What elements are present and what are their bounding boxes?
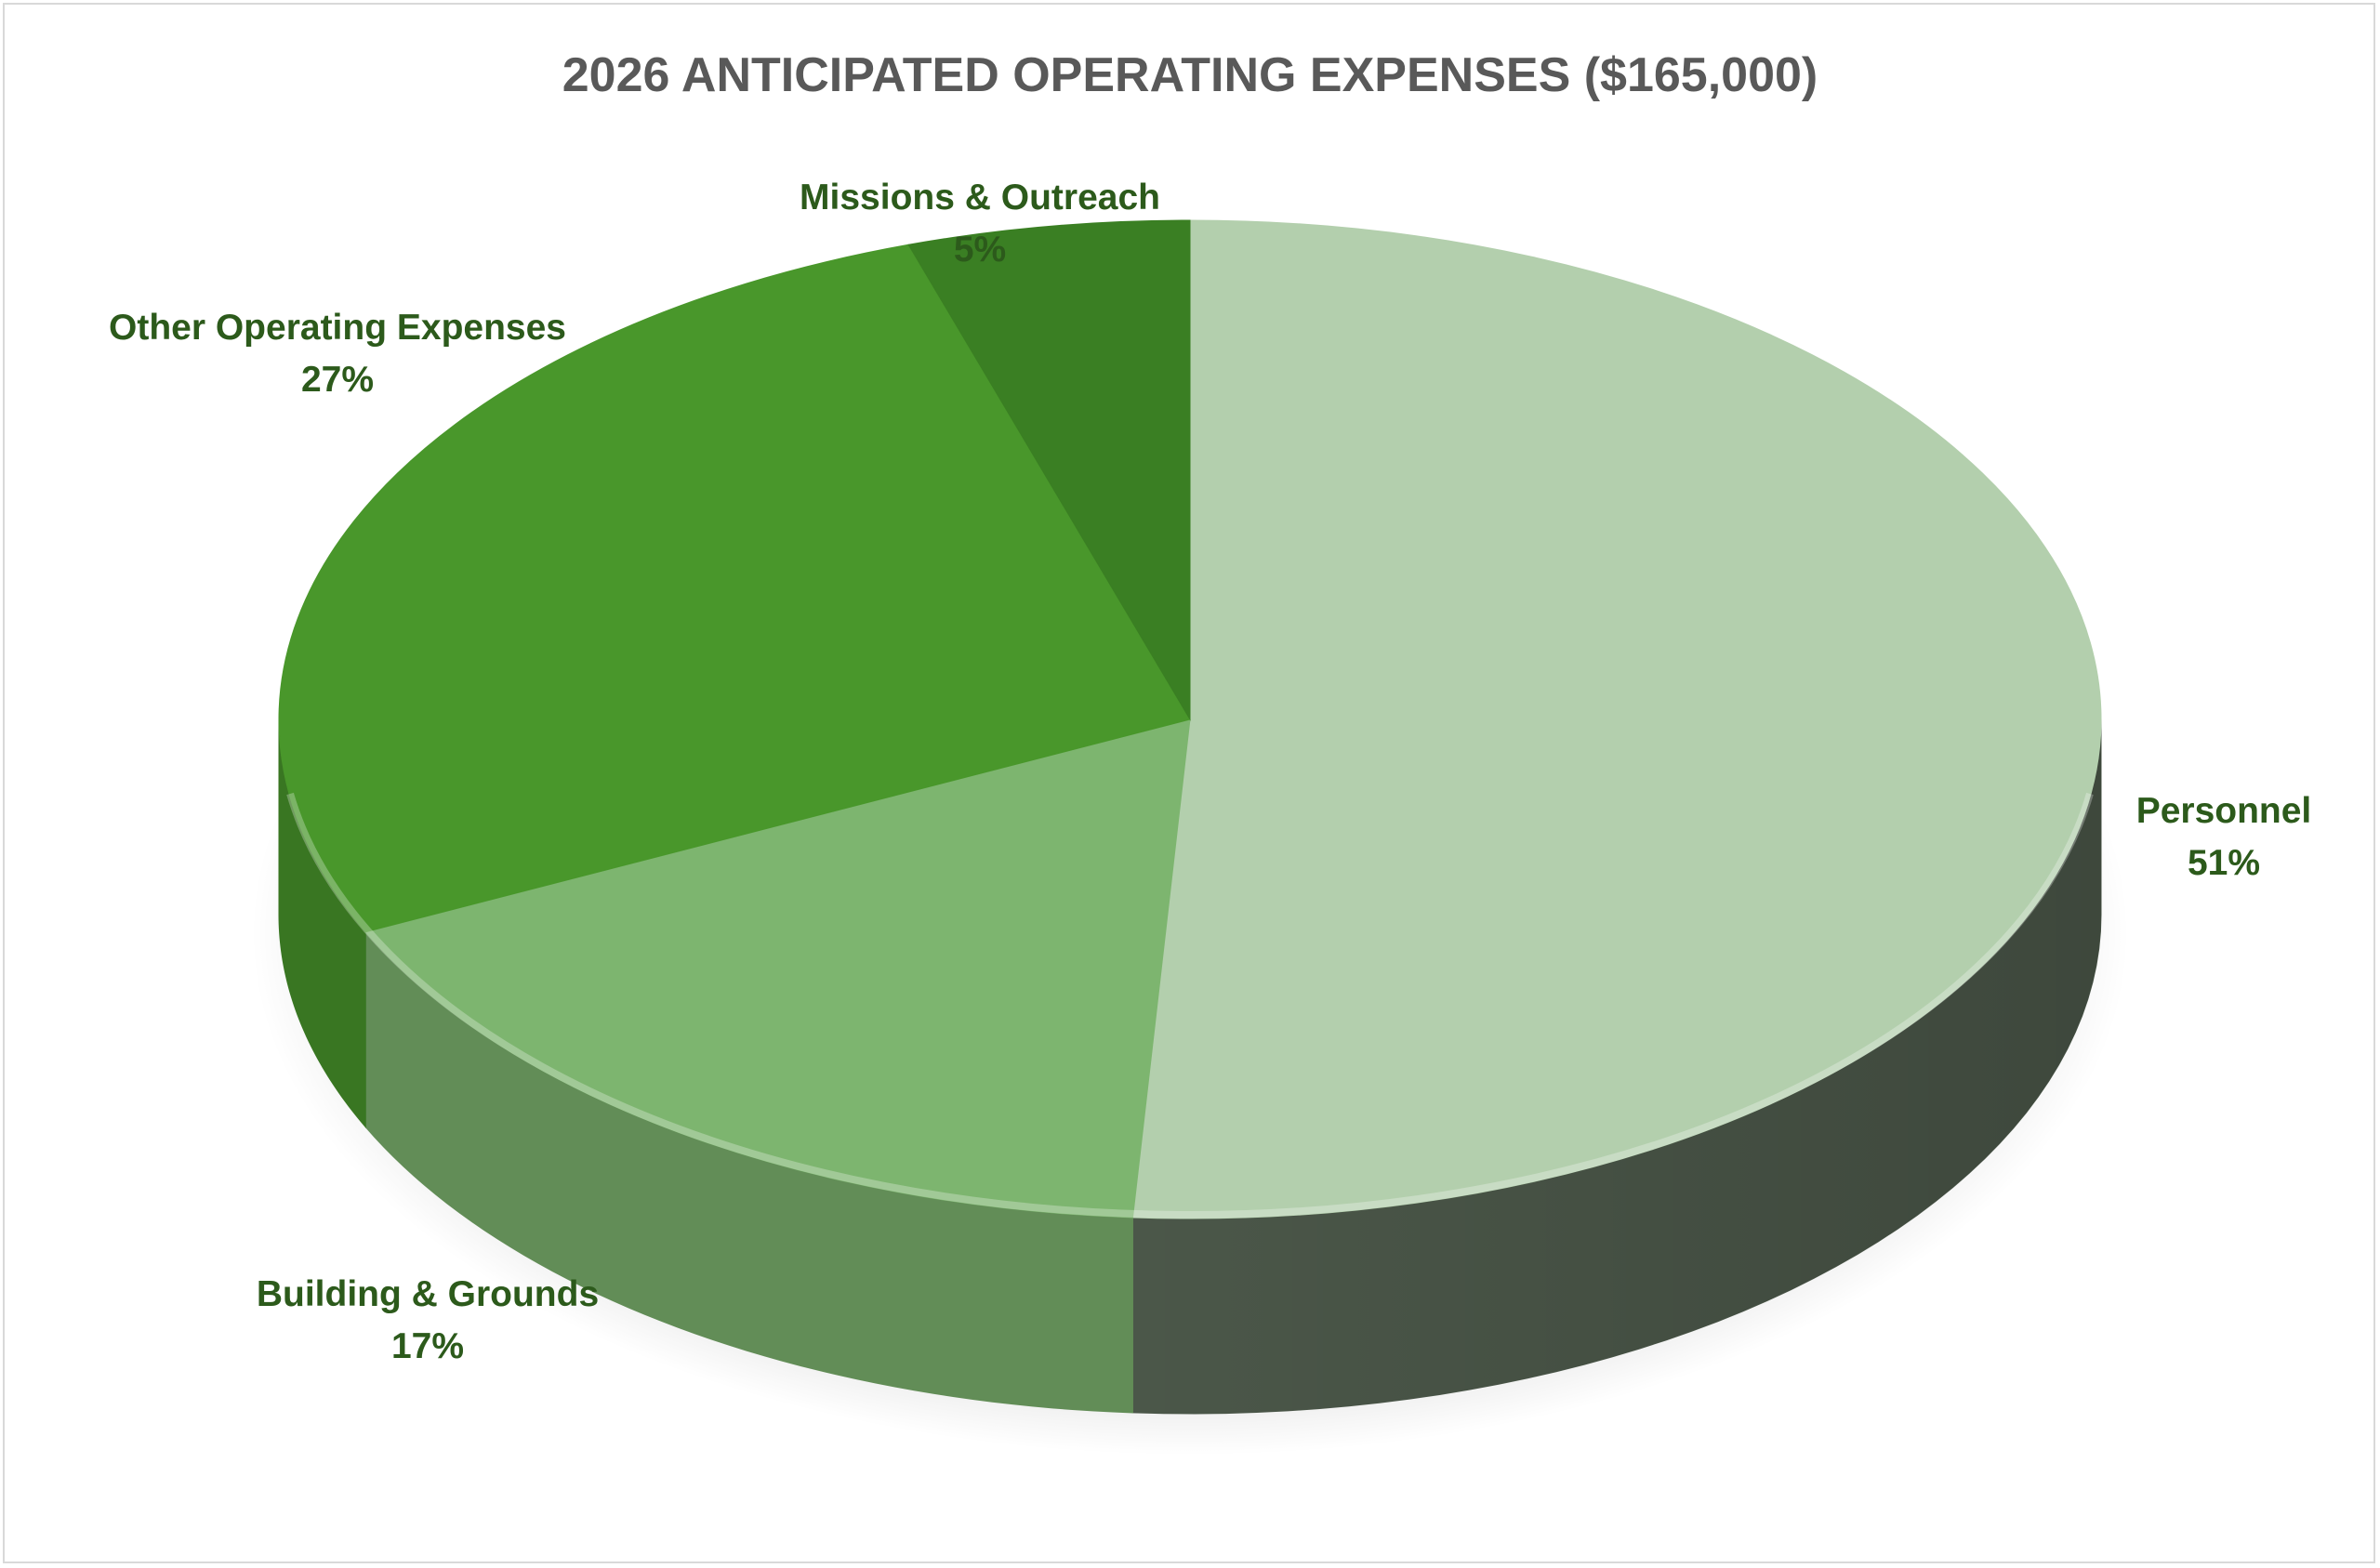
chart-title: 2026 ANTICIPATED OPERATING EXPENSES ($16…	[562, 48, 1818, 102]
data-label-percent: 27%	[301, 360, 374, 400]
data-label-name: Personnel	[2136, 791, 2312, 831]
pie-slice-building-grounds	[364, 718, 1191, 1219]
pie-side-shade-0	[1132, 719, 2101, 1414]
pie-top	[278, 219, 2102, 1219]
data-label-name: Building & Grounds	[257, 1274, 599, 1314]
pie-slice-other-operating-expenses	[278, 244, 1191, 933]
data-label-percent: 5%	[954, 230, 1006, 270]
data-labels: Personnel 51% Building & Grounds 17% Other O…	[109, 178, 2311, 1366]
data-label-other-operating-expenses: Other Operating Expenses 27%	[109, 308, 566, 400]
data-label-personnel: Personnel 51%	[2136, 791, 2312, 883]
data-label-missions-outreach: Missions & Outreach 5%	[800, 178, 1160, 270]
pie-slice-missions-outreach	[907, 219, 1191, 721]
data-label-building-grounds: Building & Grounds 17%	[257, 1274, 599, 1366]
data-label-percent: 51%	[2188, 843, 2260, 883]
data-label-name: Other Operating Expenses	[109, 308, 566, 348]
pie-highlight	[286, 792, 2094, 1219]
data-label-percent: 17%	[391, 1326, 464, 1366]
pie-sides	[278, 718, 2102, 1415]
data-label-name: Missions & Outreach	[800, 178, 1160, 217]
pie-rim-highlight	[286, 792, 2094, 1219]
pie-slice-personnel	[1131, 219, 2102, 1219]
